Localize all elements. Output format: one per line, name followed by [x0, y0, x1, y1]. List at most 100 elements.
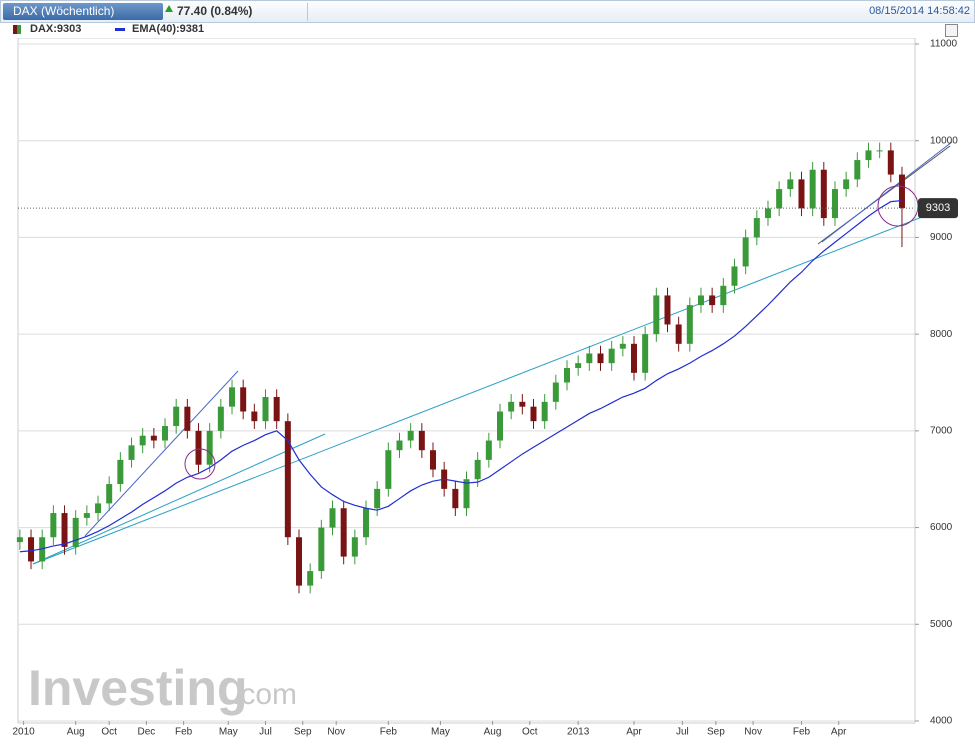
candle-body: [61, 513, 68, 547]
candle-body: [418, 430, 425, 451]
candle-body: [430, 450, 437, 470]
candle-body: [608, 348, 615, 364]
candle-body: [150, 435, 157, 441]
candle-body: [128, 445, 135, 460]
candle-body: [374, 488, 381, 509]
x-tick-label: Apr: [831, 727, 847, 738]
x-tick-label: 2013: [567, 727, 590, 738]
y-tick-label: 5000: [930, 619, 953, 630]
x-tick-label: Sep: [294, 727, 312, 738]
candle-body: [653, 295, 660, 335]
candle-body: [586, 353, 593, 364]
candle-body: [95, 503, 102, 514]
y-tick-label: 4000: [930, 716, 953, 727]
candle-body: [619, 343, 626, 349]
candle-body: [474, 459, 481, 480]
candle-body: [541, 401, 548, 422]
candle-body: [385, 450, 392, 489]
x-tick-label: Nov: [744, 727, 762, 738]
candle-body: [720, 285, 727, 306]
candle-body: [284, 421, 291, 538]
candle-body: [519, 401, 526, 407]
candle-body: [16, 537, 23, 543]
candle-body: [876, 150, 883, 152]
candle-body: [318, 527, 325, 572]
candle-body: [809, 169, 816, 209]
legend-entry: DAX:9303: [30, 23, 82, 35]
legend-icon: [115, 28, 125, 31]
candle-body: [240, 387, 247, 412]
x-tick-label: Sep: [707, 727, 725, 738]
candle-body: [697, 295, 704, 306]
legend-icon: [17, 25, 21, 34]
y-tick-label: 10000: [930, 135, 958, 146]
legend-entry: EMA(40):9381: [132, 23, 205, 35]
candle-body: [396, 440, 403, 451]
plot-frame: [17, 38, 916, 724]
candle-body: [50, 513, 57, 538]
candle-body: [452, 488, 459, 509]
candle-body: [742, 237, 749, 267]
candle-body: [363, 508, 370, 538]
candle-body: [173, 406, 180, 427]
x-tick-label: May: [219, 727, 238, 738]
title-tab[interactable]: DAX (Wöchentlich): [3, 3, 163, 20]
candle-body: [865, 150, 872, 161]
x-tick-label: Nov: [327, 727, 345, 738]
candle-body: [273, 397, 280, 422]
trend-line: [32, 207, 946, 565]
candle-body: [552, 382, 559, 402]
highlight-circle: [184, 448, 216, 480]
candle-body: [709, 295, 716, 306]
candle-body: [530, 406, 537, 422]
candle-body: [262, 397, 269, 422]
candle-body: [184, 406, 191, 431]
watermark: .com: [232, 678, 297, 711]
y-tick-label: 9000: [930, 232, 953, 243]
header-bar: DAX (Wöchentlich) 77.40 (0.84%) 08/15/20…: [0, 0, 975, 23]
candle-body: [217, 406, 224, 431]
candle-body: [642, 334, 649, 373]
y-tick-label: 11000: [930, 39, 958, 50]
candle-body: [28, 537, 35, 562]
x-tick-label: Oct: [101, 727, 117, 738]
candle-body: [575, 363, 582, 368]
candle-body: [753, 218, 760, 238]
marks: [16, 142, 915, 594]
x-tick-label: Oct: [522, 727, 538, 738]
candle-body: [340, 508, 347, 557]
candle-body: [206, 430, 213, 465]
candle-body: [307, 571, 314, 586]
last-price-box: [918, 198, 958, 219]
candle-body: [854, 160, 861, 180]
x-tick-label: 2010: [12, 727, 35, 738]
legend-icon: [13, 25, 17, 34]
trend-line: [821, 141, 953, 243]
candle-body: [162, 426, 169, 441]
candle-body: [463, 479, 470, 509]
candle-body: [776, 189, 783, 209]
axes: 4000 5000 6000 7000 8000 9000 10000 11000 2010 Au…: [12, 39, 958, 738]
candle-body: [820, 169, 827, 219]
x-tick-label: Jul: [259, 727, 272, 738]
candle-body: [329, 508, 336, 528]
candle-body: [508, 401, 515, 412]
minimize-button[interactable]: [945, 24, 958, 37]
grid: [18, 43, 915, 722]
candle-body: [496, 411, 503, 441]
candle-body: [898, 174, 905, 209]
y-tick-label: 6000: [930, 522, 953, 533]
x-tick-label: Feb: [380, 727, 398, 738]
candle-body: [764, 208, 771, 219]
candle-body: [485, 440, 492, 460]
up-arrow: [165, 5, 173, 12]
legend: DAX:9303 EMA(40):9381: [0, 22, 975, 38]
candle-body: [630, 343, 637, 373]
candle-body: [351, 537, 358, 557]
ema-line: [19, 199, 903, 553]
chart-title: DAX (Wöchentlich): [13, 4, 115, 18]
candle-body: [83, 513, 90, 518]
candle-body: [117, 459, 124, 485]
candle-body: [831, 189, 838, 219]
